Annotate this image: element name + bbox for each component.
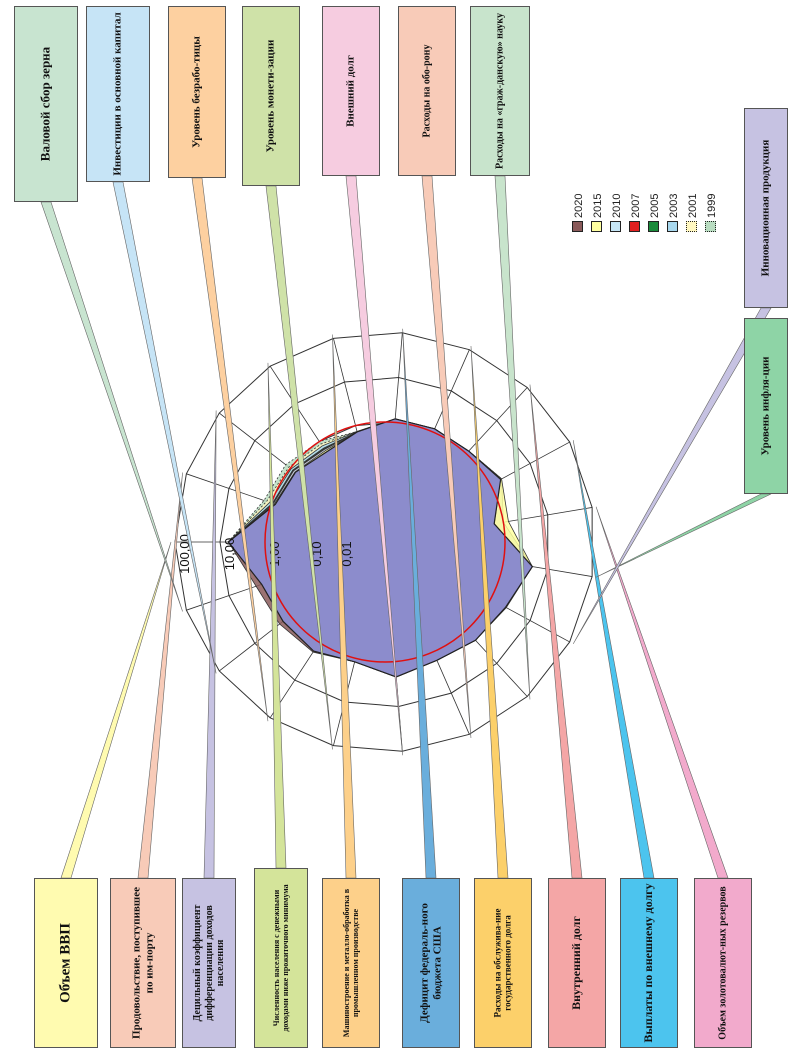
legend-swatch xyxy=(591,221,602,232)
legend-swatch xyxy=(667,221,678,232)
callout-leader xyxy=(137,472,183,879)
callout-leader xyxy=(421,175,472,739)
legend-label: 2015 xyxy=(592,193,604,218)
reference-ring xyxy=(264,421,506,663)
legend-label: 2001 xyxy=(687,193,699,218)
callout-debtservice: Расходы на обслужива-ние государственног… xyxy=(474,878,532,1048)
callout-leader xyxy=(494,175,531,700)
callout-label: Объем золотовалют-ных резервов xyxy=(717,886,729,1040)
callout-leader xyxy=(595,493,772,578)
grid-ring xyxy=(219,377,549,707)
callout-label: Уровень инфля-ции xyxy=(759,356,772,456)
callout-label: Расходы на «граж-данскую» науку xyxy=(494,13,506,169)
legend-label: 2010 xyxy=(611,193,623,218)
callout-gdp: Объем ВВП xyxy=(34,878,98,1048)
legend-item-2015: 2001 xyxy=(686,194,699,232)
callout-label: Дефицит федераль-ного бюджета США xyxy=(418,903,443,1023)
legend-item-2003: 2010 xyxy=(610,194,623,232)
legend-item-2020: 1999 xyxy=(705,194,718,232)
callout-invest: Инвестиции в основной капитал xyxy=(86,6,150,182)
legend-label: 2007 xyxy=(630,193,642,218)
callout-unemp: Уровень безрабо-тицы xyxy=(168,6,226,178)
legend-swatch xyxy=(686,221,697,232)
callout-extpay: Выплаты по внешнему долгу xyxy=(620,878,678,1048)
legend-label: 2003 xyxy=(668,193,680,218)
callout-grain: Валовой сбор зерна xyxy=(14,6,78,202)
callout-label: Численность населения с денежными дохода… xyxy=(271,884,290,1032)
legend-item-2007: 2005 xyxy=(648,194,661,232)
ring-label: 100,00 xyxy=(177,534,192,574)
callout-leader xyxy=(572,440,655,879)
callout-leader xyxy=(40,201,183,612)
callout-leader xyxy=(572,307,772,645)
ring-label: 0,01 xyxy=(339,541,354,566)
legend-item-2010: 2003 xyxy=(667,194,680,232)
callout-label: Уровень монети-зации xyxy=(264,39,277,153)
callout-leader xyxy=(60,541,172,879)
legend-label: 1999 xyxy=(706,193,718,218)
callout-leader xyxy=(112,181,217,674)
callout-poverty: Численность населения с денежными дохода… xyxy=(254,868,308,1048)
callout-leader xyxy=(265,185,333,750)
legend-item-2005: 2007 xyxy=(629,194,642,232)
callout-label: Инвестиции в основной капитал xyxy=(111,12,124,176)
callout-inflation: Уровень инфля-ции xyxy=(744,318,788,494)
callout-extdebt: Внешний долг xyxy=(322,6,380,176)
legend-swatch xyxy=(705,221,716,232)
legend-swatch xyxy=(610,221,621,232)
callout-label: Внешний долг xyxy=(344,55,357,127)
callout-leader xyxy=(529,384,583,879)
callout-leader xyxy=(191,177,269,722)
callout-defense: Расходы на обо-рону xyxy=(398,6,456,176)
callout-label: Расходы на обслужива-ние государственног… xyxy=(492,908,513,1018)
ring-label: 10,00 xyxy=(222,538,237,571)
legend-swatch xyxy=(572,221,583,232)
callout-label: Продовольствие, поступившее по им-порту xyxy=(130,887,155,1039)
callout-machinery: Машиностроение и металло-обработка в про… xyxy=(322,878,380,1048)
callout-domdebt: Внутренний долг xyxy=(548,878,606,1048)
callout-label: Децильный коэффициент дифференциации дох… xyxy=(191,904,226,1022)
callout-reserves: Объем золотовалют-ных резервов xyxy=(694,878,752,1048)
legend-swatch xyxy=(629,221,640,232)
callout-label: Инновационная продукция xyxy=(759,139,772,277)
legend-label: 2005 xyxy=(649,193,661,218)
callout-deficit: Дефицит федераль-ного бюджета США xyxy=(402,878,460,1048)
callout-label: Объем ВВП xyxy=(57,923,74,1003)
callout-leader xyxy=(345,175,403,756)
callout-science: Расходы на «граж-данскую» науку xyxy=(470,6,530,176)
callout-label: Внутренний долг xyxy=(569,916,584,1010)
callout-monet: Уровень монети-зации xyxy=(242,6,300,186)
legend-swatch xyxy=(648,221,659,232)
callout-label: Машиностроение и металло-обработка в про… xyxy=(341,888,360,1038)
callout-decile: Децильный коэффициент дифференциации дох… xyxy=(182,878,236,1048)
legend-item-2001: 2015 xyxy=(591,194,604,232)
callout-innov: Инновационная продукция xyxy=(744,108,788,308)
legend-label: 2020 xyxy=(573,193,585,218)
callout-label: Расходы на обо-рону xyxy=(421,44,433,138)
callout-label: Уровень безрабо-тицы xyxy=(190,36,203,148)
legend-item-1999: 2020 xyxy=(572,194,585,232)
callout-label: Валовой сбор зерна xyxy=(37,46,53,162)
callout-label: Выплаты по внешнему долгу xyxy=(641,883,656,1043)
callout-food: Продовольствие, поступившее по им-порту xyxy=(110,878,176,1048)
